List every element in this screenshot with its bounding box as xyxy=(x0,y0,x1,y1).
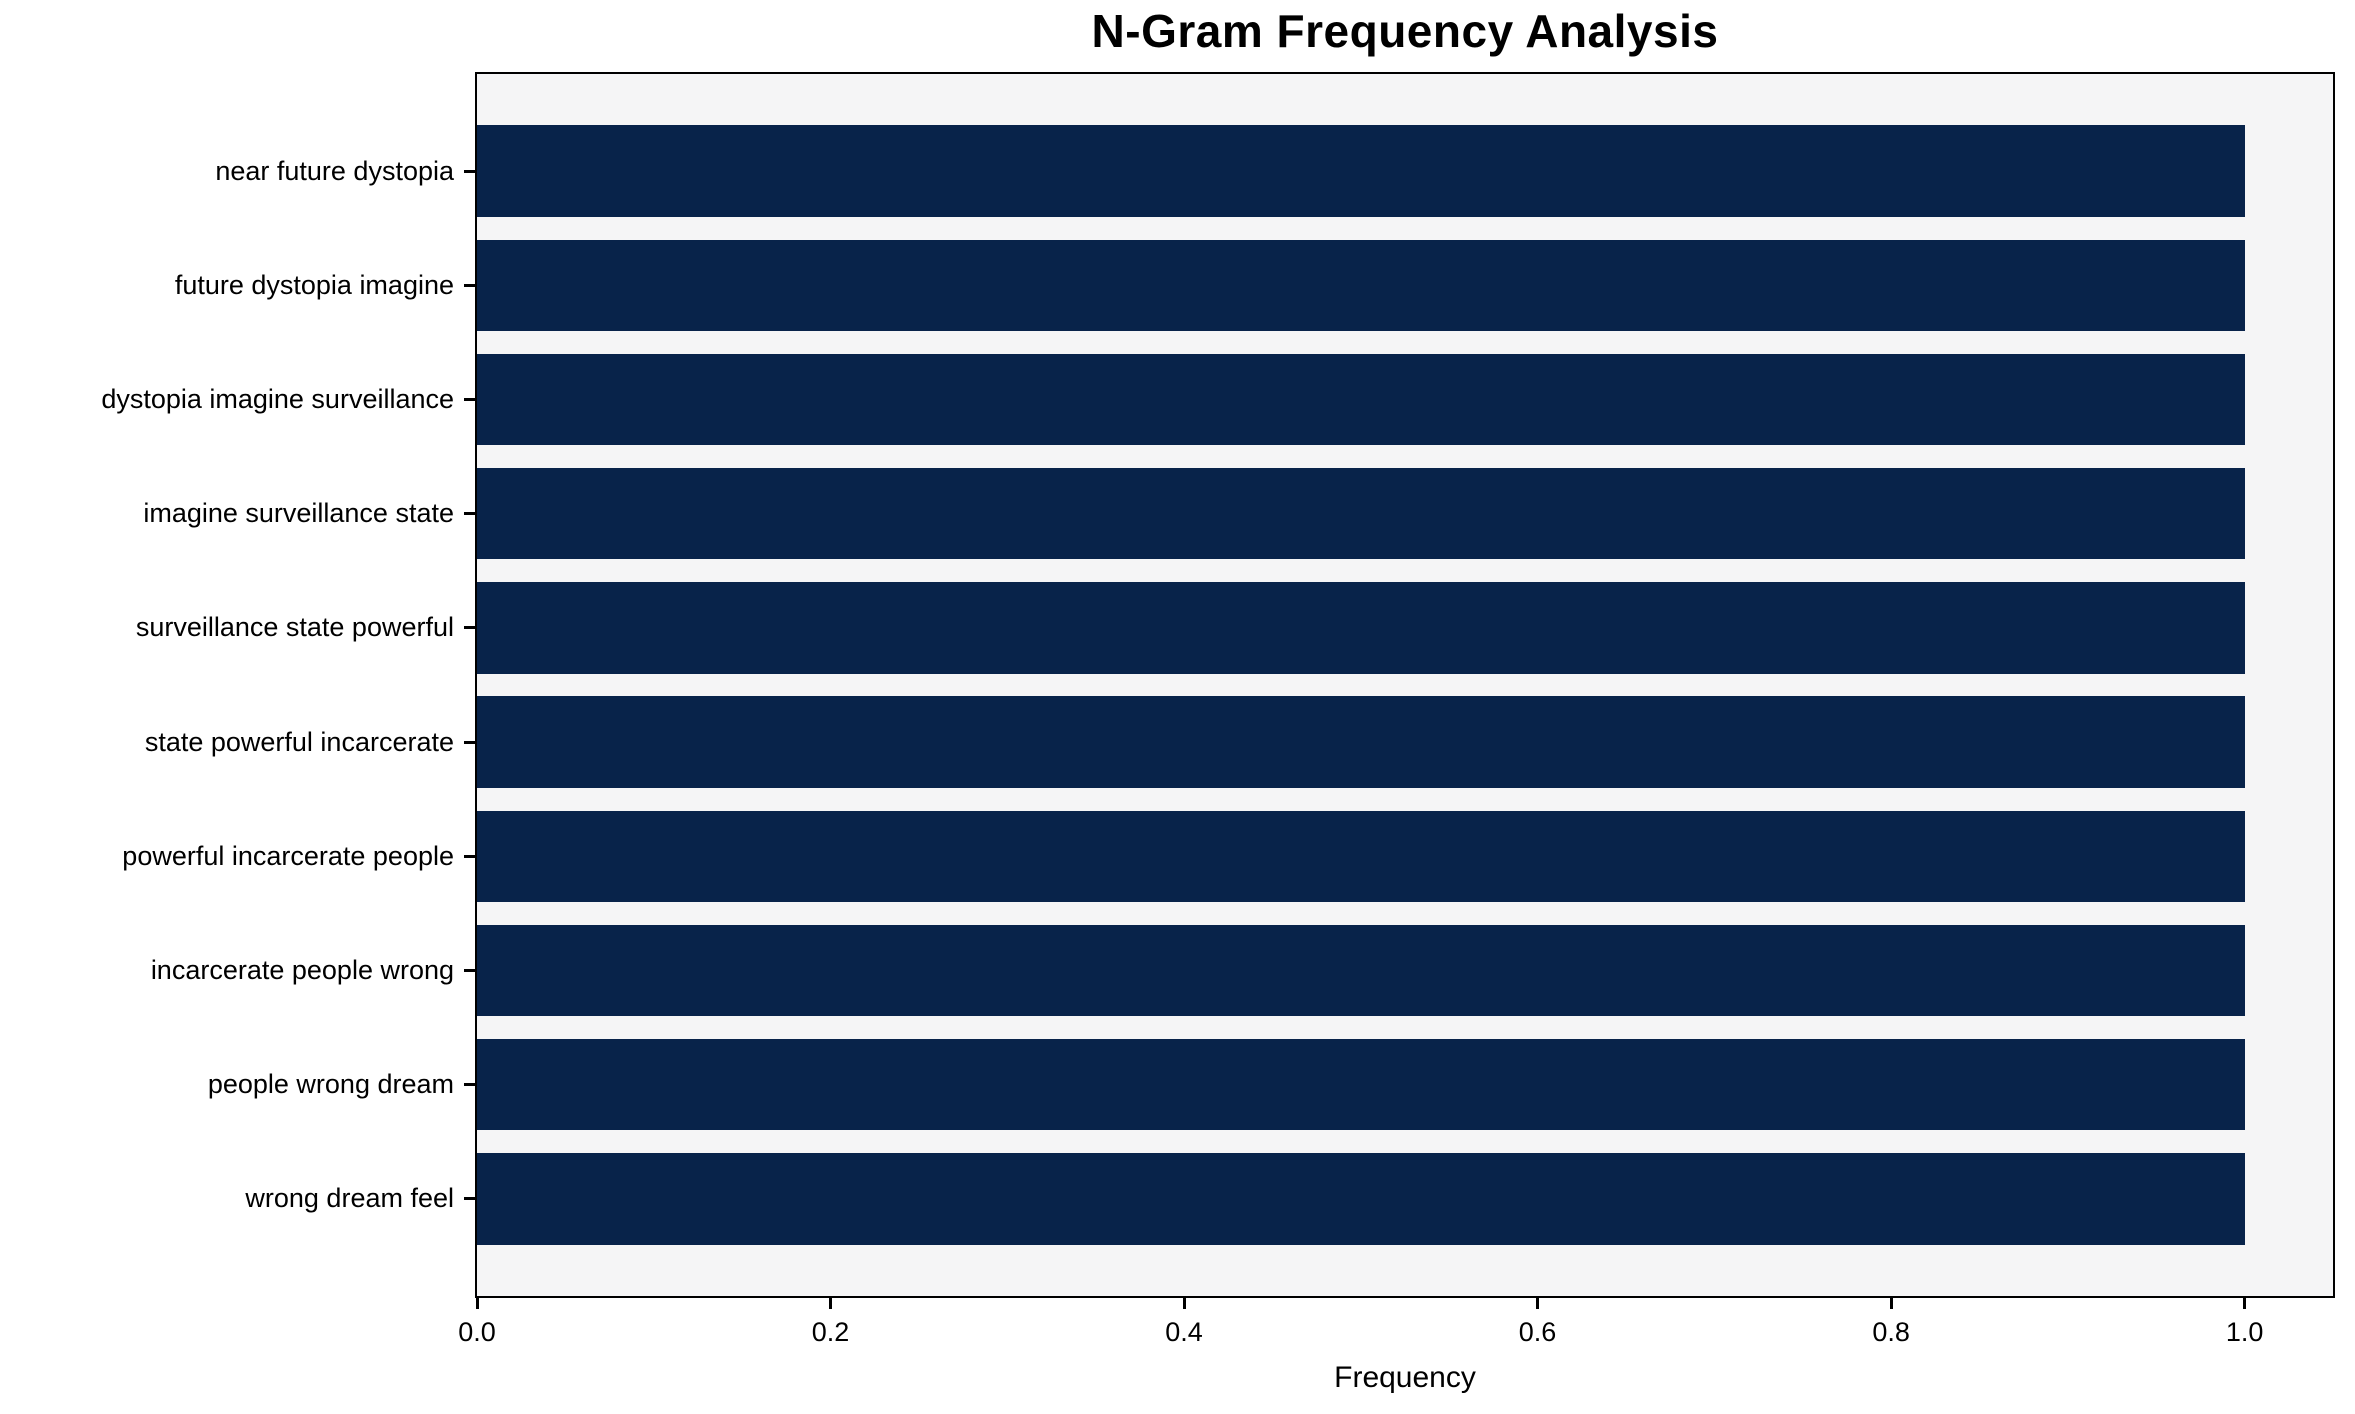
y-label-row: future dystopia imagine xyxy=(0,228,475,342)
chart-title: N-Gram Frequency Analysis xyxy=(1091,5,1719,57)
x-tick-label: 0.6 xyxy=(1518,1317,1557,1347)
bar-row xyxy=(477,228,2333,342)
x-tick-label: 1.0 xyxy=(2225,1317,2264,1347)
bar-row xyxy=(477,1028,2333,1142)
bar-row xyxy=(477,799,2333,913)
bar xyxy=(477,468,2245,560)
bar xyxy=(477,239,2245,331)
bar-row xyxy=(477,1142,2333,1256)
y-axis-label: powerful incarcerate people xyxy=(122,840,454,871)
bar xyxy=(477,582,2245,674)
y-label-row: wrong dream feel xyxy=(0,1142,475,1256)
y-tick-mark xyxy=(464,854,475,858)
y-label-row: incarcerate people wrong xyxy=(0,913,475,1027)
x-tick-mark xyxy=(1536,1298,1540,1309)
y-axis-labels: near future dystopia future dystopia imag… xyxy=(0,74,475,1296)
y-tick-mark xyxy=(464,626,475,630)
y-tick-mark xyxy=(464,1197,475,1201)
y-tick-mark xyxy=(464,1083,475,1087)
y-tick-mark xyxy=(464,512,475,516)
bars-container xyxy=(477,74,2333,1296)
bar-row xyxy=(477,571,2333,685)
y-label-row: surveillance state powerful xyxy=(0,571,475,685)
bar xyxy=(477,1153,2245,1245)
bar-row xyxy=(477,457,2333,571)
y-axis-label: people wrong dream xyxy=(207,1069,454,1100)
x-tick-mark xyxy=(2243,1298,2247,1309)
x-tick-label: 0.2 xyxy=(811,1317,850,1347)
x-tick-mark xyxy=(829,1298,833,1309)
y-axis-label: wrong dream feel xyxy=(245,1183,454,1214)
y-label-row: near future dystopia xyxy=(0,114,475,228)
bar xyxy=(477,810,2245,902)
y-label-row: powerful incarcerate people xyxy=(0,799,475,913)
y-axis-label: near future dystopia xyxy=(215,155,454,186)
y-tick-mark xyxy=(464,169,475,173)
bar-row xyxy=(477,913,2333,1027)
x-tick-label: 0.4 xyxy=(1165,1317,1203,1347)
bar-row xyxy=(477,342,2333,456)
x-tick-mark xyxy=(475,1298,479,1309)
y-axis-label: incarcerate people wrong xyxy=(150,955,454,986)
y-label-row: state powerful incarcerate xyxy=(0,685,475,799)
y-tick-mark xyxy=(464,283,475,287)
y-label-row: dystopia imagine surveillance xyxy=(0,342,475,456)
plot-area xyxy=(475,72,2335,1298)
y-tick-mark xyxy=(464,398,475,401)
x-tick-mark xyxy=(1182,1298,1186,1309)
x-tick-mark xyxy=(1889,1298,1893,1309)
x-axis-title: Frequency xyxy=(1334,1361,1476,1394)
y-axis-label: dystopia imagine surveillance xyxy=(101,384,454,414)
bar-row xyxy=(477,685,2333,799)
y-tick-mark xyxy=(464,740,475,744)
y-label-row: people wrong dream xyxy=(0,1028,475,1142)
bar xyxy=(477,924,2245,1017)
x-tick-label: 0.0 xyxy=(458,1317,496,1347)
bar-row xyxy=(477,114,2333,228)
y-axis-label: state powerful incarcerate xyxy=(144,726,454,757)
bar xyxy=(477,125,2245,217)
y-label-row: imagine surveillance state xyxy=(0,457,475,571)
bar xyxy=(477,1039,2245,1131)
bar xyxy=(477,696,2245,788)
y-axis-label: future dystopia imagine xyxy=(174,269,454,300)
x-tick-label: 0.8 xyxy=(1872,1317,1910,1347)
y-tick-mark xyxy=(464,969,475,973)
y-axis-label: imagine surveillance state xyxy=(143,498,454,529)
bar xyxy=(477,353,2245,446)
y-axis-label: surveillance state powerful xyxy=(135,612,454,643)
